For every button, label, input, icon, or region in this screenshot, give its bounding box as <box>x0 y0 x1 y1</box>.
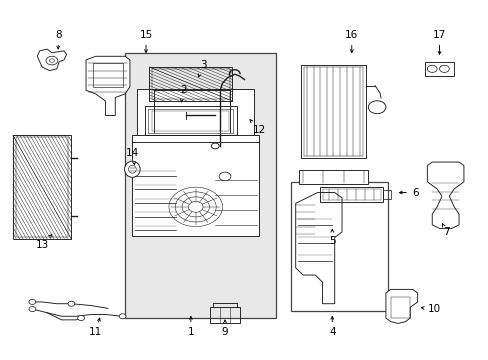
Bar <box>424 62 453 76</box>
Bar <box>13 135 71 239</box>
Bar <box>298 170 367 184</box>
Text: 14: 14 <box>125 148 139 165</box>
Text: 1: 1 <box>187 316 194 337</box>
Text: 7: 7 <box>442 224 449 237</box>
Bar <box>125 53 276 318</box>
Circle shape <box>211 143 219 149</box>
Text: 2: 2 <box>180 85 186 102</box>
Circle shape <box>29 307 36 312</box>
Text: 9: 9 <box>221 320 228 337</box>
Circle shape <box>29 300 36 305</box>
Circle shape <box>119 314 126 319</box>
Bar <box>152 111 229 131</box>
Bar <box>390 297 409 318</box>
Circle shape <box>367 101 385 114</box>
Text: 11: 11 <box>89 318 102 337</box>
Bar <box>144 107 237 135</box>
Circle shape <box>46 56 58 65</box>
Bar <box>210 307 239 323</box>
Bar <box>132 135 259 235</box>
Polygon shape <box>86 56 130 116</box>
Bar <box>290 182 387 311</box>
Bar <box>383 190 390 199</box>
Text: 6: 6 <box>399 188 418 198</box>
Circle shape <box>78 316 84 320</box>
Circle shape <box>49 59 54 62</box>
Bar <box>322 189 380 200</box>
Ellipse shape <box>124 161 140 177</box>
Ellipse shape <box>128 165 136 173</box>
Bar <box>149 67 232 101</box>
Circle shape <box>219 172 230 181</box>
Text: 13: 13 <box>36 235 52 249</box>
Circle shape <box>68 301 75 306</box>
Polygon shape <box>385 289 417 323</box>
Text: 12: 12 <box>249 120 265 135</box>
Polygon shape <box>427 162 463 228</box>
Text: 4: 4 <box>328 316 335 337</box>
Bar <box>320 187 383 202</box>
Bar <box>300 65 366 158</box>
Circle shape <box>439 65 448 72</box>
Text: 3: 3 <box>198 60 206 77</box>
Bar <box>303 67 363 156</box>
Text: 16: 16 <box>345 30 358 53</box>
Text: 8: 8 <box>55 30 61 49</box>
Text: 15: 15 <box>139 30 152 53</box>
Bar <box>152 69 229 99</box>
Polygon shape <box>295 193 341 304</box>
Polygon shape <box>37 49 66 71</box>
Text: 10: 10 <box>421 304 440 314</box>
Text: 17: 17 <box>432 30 445 54</box>
Bar <box>16 137 68 237</box>
Text: 5: 5 <box>328 229 335 246</box>
Bar <box>137 89 254 142</box>
Circle shape <box>427 65 436 72</box>
Bar <box>148 109 233 133</box>
Bar <box>93 63 122 87</box>
